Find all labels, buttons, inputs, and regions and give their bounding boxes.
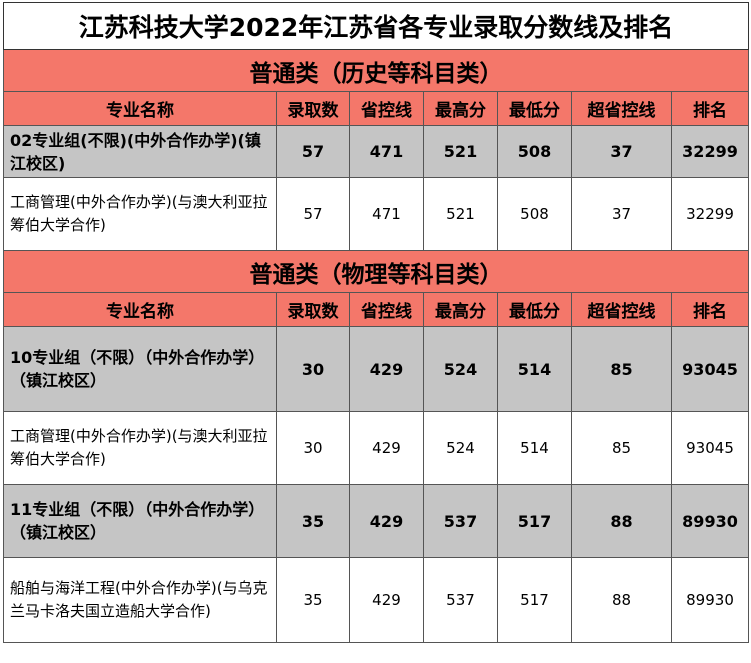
max-score-cell: 537 <box>423 557 498 643</box>
over-control-cell: 88 <box>571 557 672 643</box>
major-name-cell: 工商管理(中外合作办学)(与澳大利亚拉筹伯大学合作) <box>3 411 277 485</box>
header-max-score: 最高分 <box>423 292 498 327</box>
header-admitted: 录取数 <box>276 292 350 327</box>
control-line-cell: 429 <box>349 326 424 412</box>
rank-cell: 89930 <box>670 557 750 643</box>
admitted-cell: 30 <box>276 411 350 485</box>
rank-cell: 93045 <box>670 411 750 485</box>
header-admitted: 录取数 <box>276 91 350 126</box>
control-line-cell: 429 <box>349 411 424 485</box>
rank-cell: 93045 <box>670 326 750 412</box>
control-line-cell: 471 <box>349 125 424 178</box>
major-name-cell: 11专业组（不限）（中外合作办学）（镇江校区） <box>3 484 277 558</box>
header-max-score: 最高分 <box>423 91 498 126</box>
control-line-cell: 429 <box>349 557 424 643</box>
control-line-cell: 471 <box>349 177 424 251</box>
admitted-cell: 57 <box>276 177 350 251</box>
min-score-cell: 517 <box>497 557 572 643</box>
over-control-cell: 37 <box>571 177 672 251</box>
max-score-cell: 521 <box>423 125 498 178</box>
over-control-cell: 85 <box>571 411 672 485</box>
header-rank: 排名 <box>670 292 750 327</box>
table-row: 船舶与海洋工程(中外合作办学)(与乌克兰马卡洛夫国立造船大学合作) 35 429… <box>3 557 750 643</box>
header-over-control: 超省控线 <box>571 91 672 126</box>
major-name-cell: 10专业组（不限）（中外合作办学）（镇江校区） <box>3 326 277 412</box>
table-row: 02专业组(不限)(中外合作办学)(镇江校区) 57 471 521 508 3… <box>3 125 750 178</box>
header-control-line: 省控线 <box>349 292 424 327</box>
min-score-cell: 517 <box>497 484 572 558</box>
control-line-cell: 429 <box>349 484 424 558</box>
section-header-physics: 普通类（物理等科目类） <box>2 250 750 293</box>
header-over-control: 超省控线 <box>571 292 672 327</box>
over-control-cell: 88 <box>571 484 672 558</box>
column-header-row: 专业名称 录取数 省控线 最高分 最低分 超省控线 排名 <box>3 292 750 327</box>
over-control-cell: 37 <box>571 125 672 178</box>
max-score-cell: 524 <box>423 326 498 412</box>
min-score-cell: 508 <box>497 125 572 178</box>
max-score-cell: 537 <box>423 484 498 558</box>
major-name-cell: 工商管理(中外合作办学)(与澳大利亚拉筹伯大学合作) <box>3 177 277 251</box>
max-score-cell: 521 <box>423 177 498 251</box>
page-title: 江苏科技大学2022年江苏省各专业录取分数线及排名 <box>2 2 750 50</box>
min-score-cell: 508 <box>497 177 572 251</box>
major-name-cell: 02专业组(不限)(中外合作办学)(镇江校区) <box>3 125 277 178</box>
admitted-cell: 35 <box>276 484 350 558</box>
admitted-cell: 57 <box>276 125 350 178</box>
min-score-cell: 514 <box>497 326 572 412</box>
rank-cell: 89930 <box>670 484 750 558</box>
header-min-score: 最低分 <box>497 91 572 126</box>
column-header-row: 专业名称 录取数 省控线 最高分 最低分 超省控线 排名 <box>3 91 750 126</box>
table-row: 11专业组（不限）（中外合作办学）（镇江校区） 35 429 537 517 8… <box>3 484 750 558</box>
header-major-name: 专业名称 <box>3 292 277 327</box>
table-row: 工商管理(中外合作办学)(与澳大利亚拉筹伯大学合作) 57 471 521 50… <box>3 177 750 251</box>
section-header-history: 普通类（历史等科目类） <box>2 49 750 92</box>
header-rank: 排名 <box>670 91 750 126</box>
header-control-line: 省控线 <box>349 91 424 126</box>
rank-cell: 32299 <box>670 125 750 178</box>
major-name-cell: 船舶与海洋工程(中外合作办学)(与乌克兰马卡洛夫国立造船大学合作) <box>3 557 277 643</box>
max-score-cell: 524 <box>423 411 498 485</box>
section-title: 普通类（历史等科目类） <box>2 49 750 92</box>
table-title-row: 江苏科技大学2022年江苏省各专业录取分数线及排名 <box>2 2 750 50</box>
table-row: 10专业组（不限）（中外合作办学）（镇江校区） 30 429 524 514 8… <box>3 326 750 412</box>
admitted-cell: 35 <box>276 557 350 643</box>
table-row: 工商管理(中外合作办学)(与澳大利亚拉筹伯大学合作) 30 429 524 51… <box>3 411 750 485</box>
over-control-cell: 85 <box>571 326 672 412</box>
admitted-cell: 30 <box>276 326 350 412</box>
header-min-score: 最低分 <box>497 292 572 327</box>
section-title: 普通类（物理等科目类） <box>2 250 750 293</box>
rank-cell: 32299 <box>670 177 750 251</box>
admission-score-table: 江苏科技大学2022年江苏省各专业录取分数线及排名 普通类（历史等科目类） 专业… <box>2 2 750 643</box>
header-major-name: 专业名称 <box>3 91 277 126</box>
min-score-cell: 514 <box>497 411 572 485</box>
